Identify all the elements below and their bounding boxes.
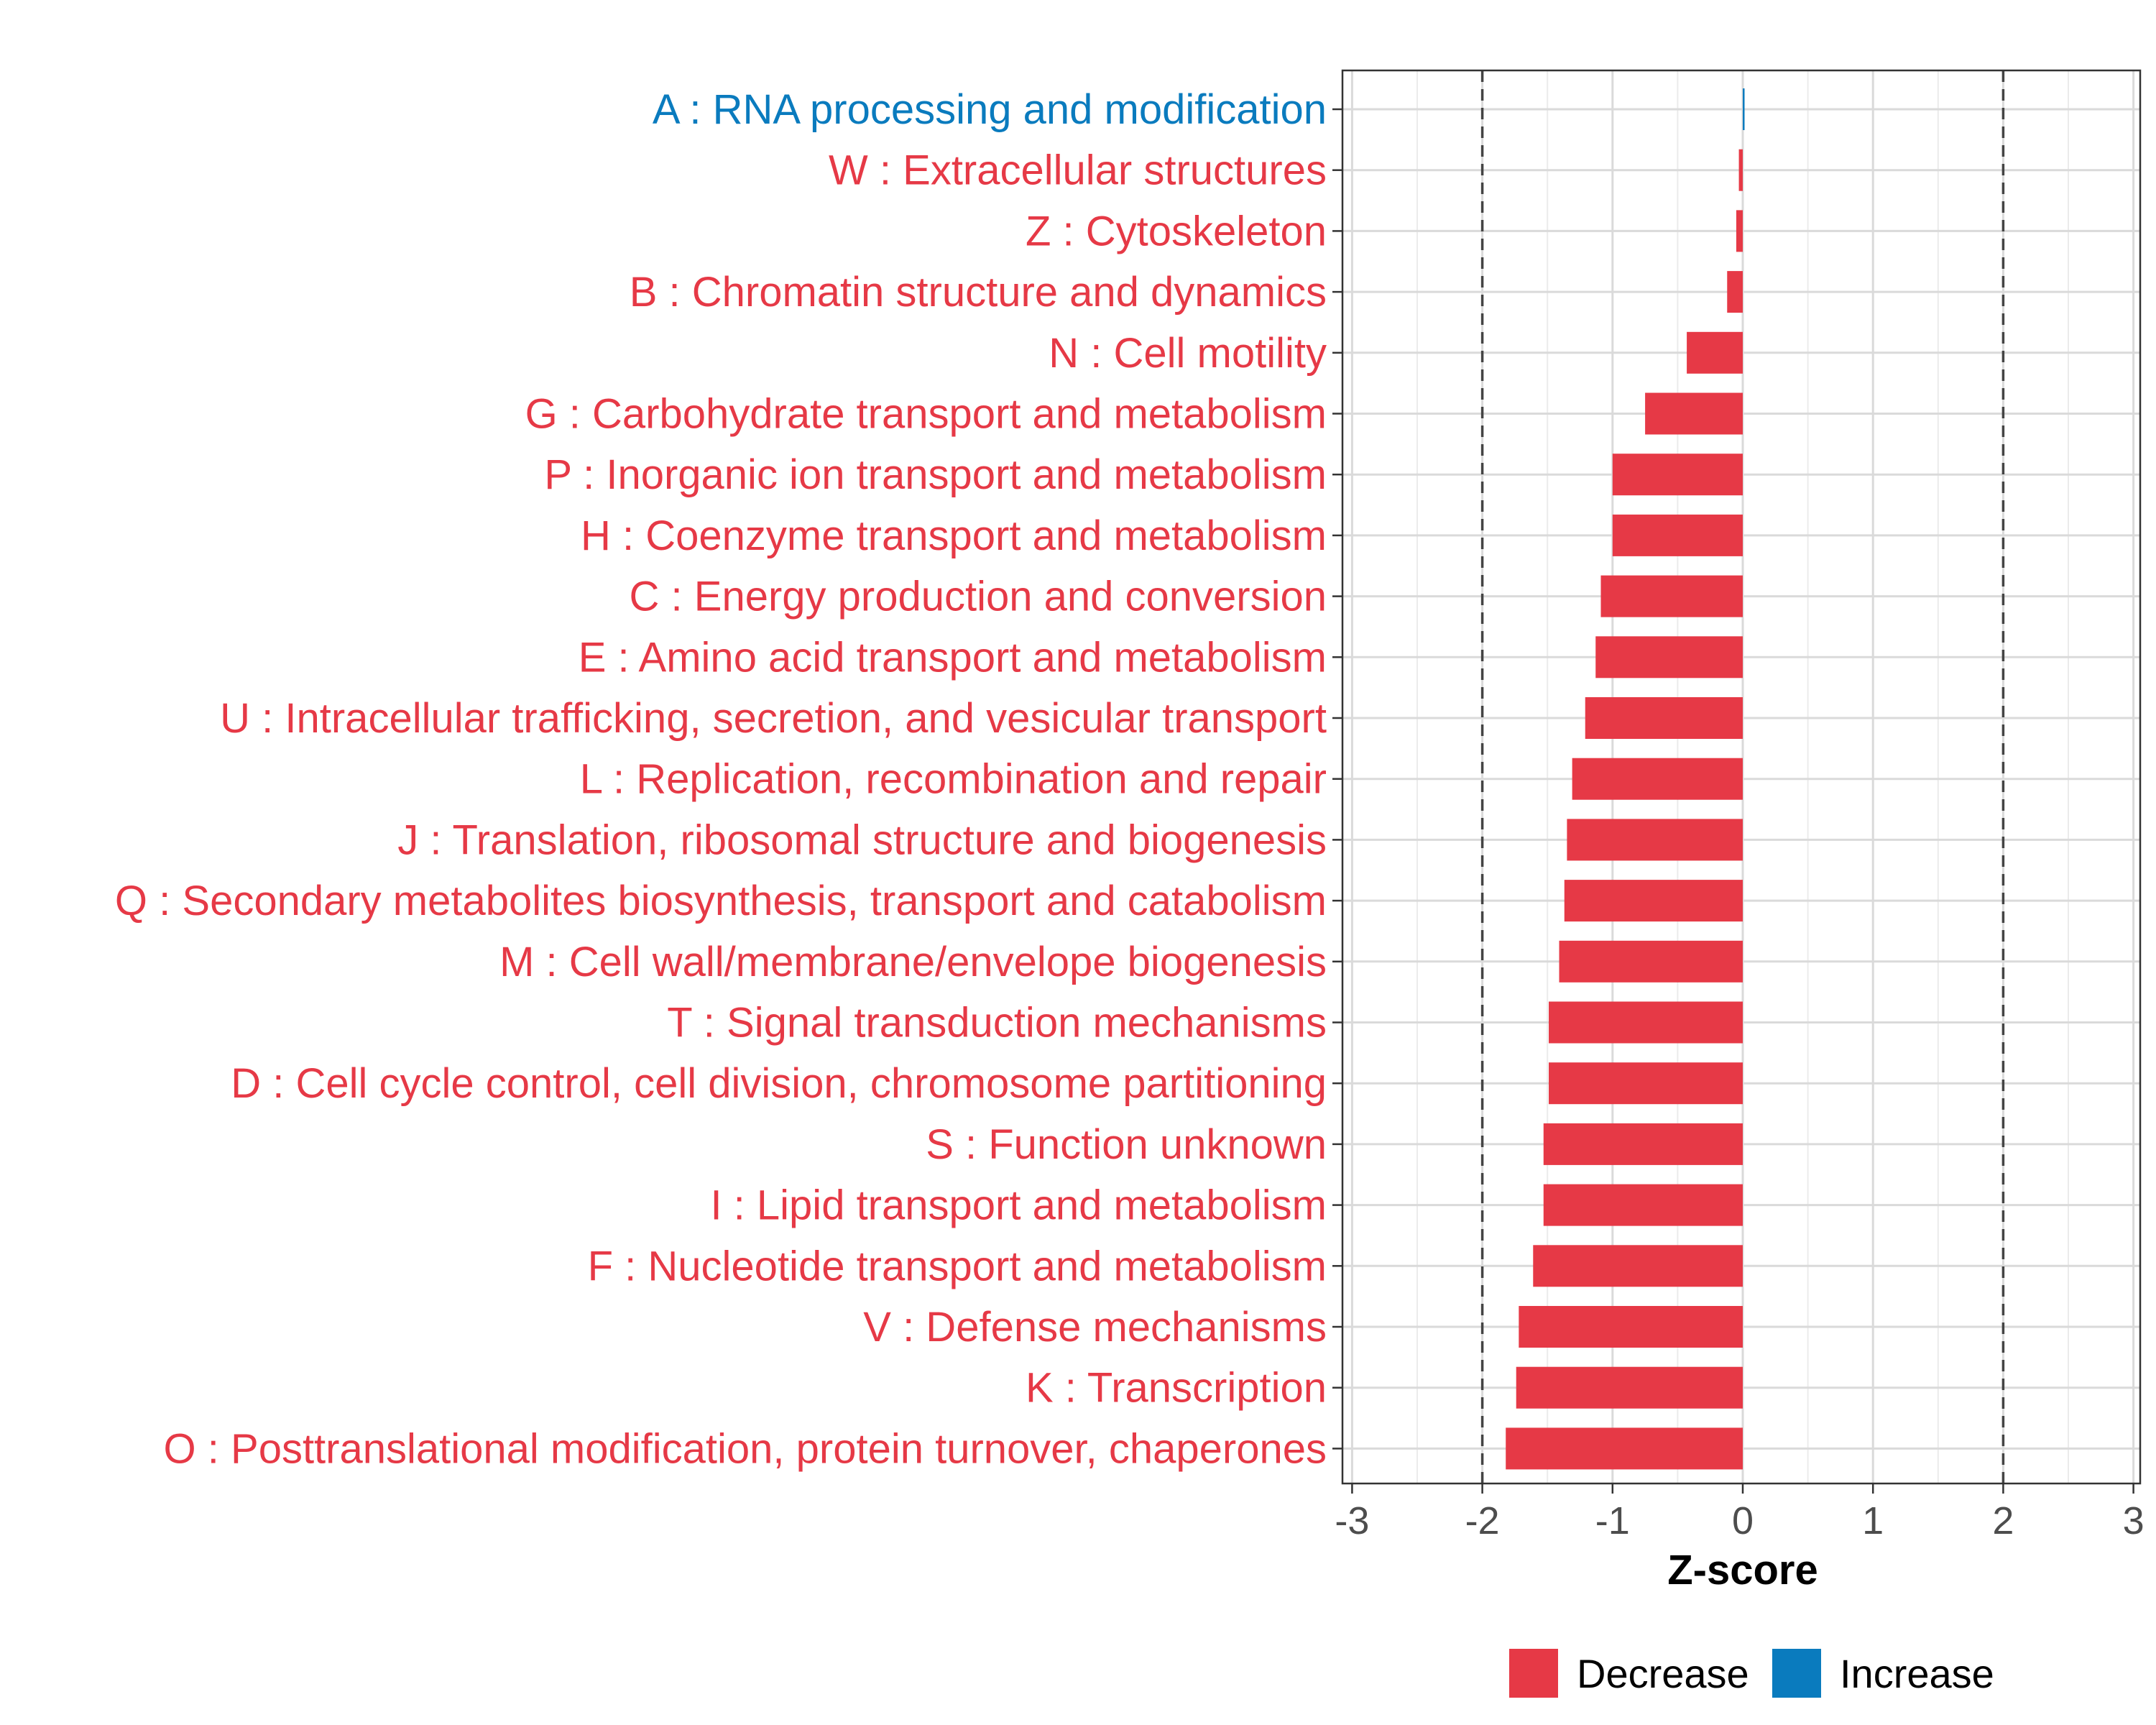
bar: [1559, 940, 1743, 983]
y-tick-label: Q : Secondary metabolites biosynthesis, …: [115, 878, 1327, 924]
bar: [1727, 271, 1743, 313]
bar: [1549, 1062, 1743, 1105]
bar: [1567, 819, 1743, 861]
legend-label: Decrease: [1577, 1651, 1749, 1696]
y-tick-label: C : Energy production and conversion: [630, 574, 1327, 620]
y-tick-label: M : Cell wall/membrane/envelope biogenes…: [499, 939, 1327, 985]
bar: [1543, 1184, 1743, 1226]
bars: [1506, 88, 1745, 1470]
bar: [1549, 1001, 1743, 1044]
plot-panel-border: [1341, 69, 2142, 1485]
bar: [1595, 636, 1743, 678]
y-tick-label: Z : Cytoskeleton: [1026, 208, 1327, 254]
x-axis: -3 -2 -1 0 1 2 3: [1335, 1484, 2145, 1542]
bar: [1600, 575, 1743, 617]
y-tick-label: E : Amino acid transport and metabolism: [579, 634, 1327, 681]
bar: [1612, 454, 1743, 496]
y-tick-label: N : Cell motility: [1049, 330, 1327, 377]
bar: [1612, 514, 1743, 556]
bar: [1738, 149, 1743, 191]
legend: Decrease Increase: [1509, 1649, 1994, 1698]
y-tick-label: D : Cell cycle control, cell division, c…: [231, 1060, 1327, 1107]
y-tick-label: W : Extracellular structures: [829, 147, 1327, 194]
y-tick-label: V : Defense mechanisms: [863, 1304, 1327, 1351]
y-tick-label: K : Transcription: [1026, 1365, 1327, 1412]
x-tick-label: -3: [1335, 1499, 1369, 1542]
bar: [1564, 880, 1743, 922]
y-tick-label: I : Lipid transport and metabolism: [710, 1182, 1327, 1229]
y-tick-label: P : Inorganic ion transport and metaboli…: [544, 451, 1327, 498]
reference-lines: [1480, 70, 2005, 1484]
y-tick-label: U : Intracellular trafficking, secretion…: [220, 695, 1327, 742]
y-tick-label: A : RNA processing and modification: [653, 86, 1327, 133]
y-tick-label: J : Translation, ribosomal structure and…: [397, 816, 1327, 863]
y-tick-label: B : Chromatin structure and dynamics: [630, 269, 1327, 316]
bar: [1743, 88, 1745, 130]
bar: [1736, 210, 1743, 252]
x-tick-label: -2: [1465, 1499, 1500, 1542]
y-tick-label: F : Nucleotide transport and metabolism: [588, 1243, 1327, 1289]
legend-label: Increase: [1840, 1651, 1994, 1696]
legend-swatch: [1772, 1649, 1821, 1698]
y-tick-label: G : Carbohydrate transport and metabolis…: [525, 391, 1327, 438]
y-tick-label: O : Posttranslational modification, prot…: [164, 1425, 1327, 1472]
legend-swatch: [1509, 1649, 1558, 1698]
y-axis: A : RNA processing and modification W : E…: [115, 86, 1342, 1472]
x-tick-label: 3: [2123, 1499, 2145, 1542]
bar: [1687, 331, 1743, 374]
bar: [1506, 1427, 1743, 1470]
x-tick-label: 1: [1862, 1499, 1884, 1542]
y-tick-label: L : Replication, recombination and repai…: [580, 756, 1327, 803]
x-tick-label: 0: [1732, 1499, 1754, 1542]
x-tick-label: -1: [1595, 1499, 1630, 1542]
y-tick-label: H : Coenzyme transport and metabolism: [581, 512, 1327, 559]
x-axis-title: Z-score: [1667, 1547, 1818, 1593]
bar: [1533, 1245, 1743, 1287]
y-tick-label: T : Signal transduction mechanisms: [667, 1000, 1327, 1046]
bar: [1585, 697, 1743, 739]
bar: [1645, 392, 1743, 435]
x-tick-label: 2: [1992, 1499, 2014, 1542]
bar: [1516, 1366, 1743, 1409]
bar: [1572, 758, 1743, 800]
bar: [1543, 1123, 1743, 1165]
bar: [1519, 1306, 1743, 1348]
y-tick-label: S : Function unknown: [926, 1121, 1327, 1168]
